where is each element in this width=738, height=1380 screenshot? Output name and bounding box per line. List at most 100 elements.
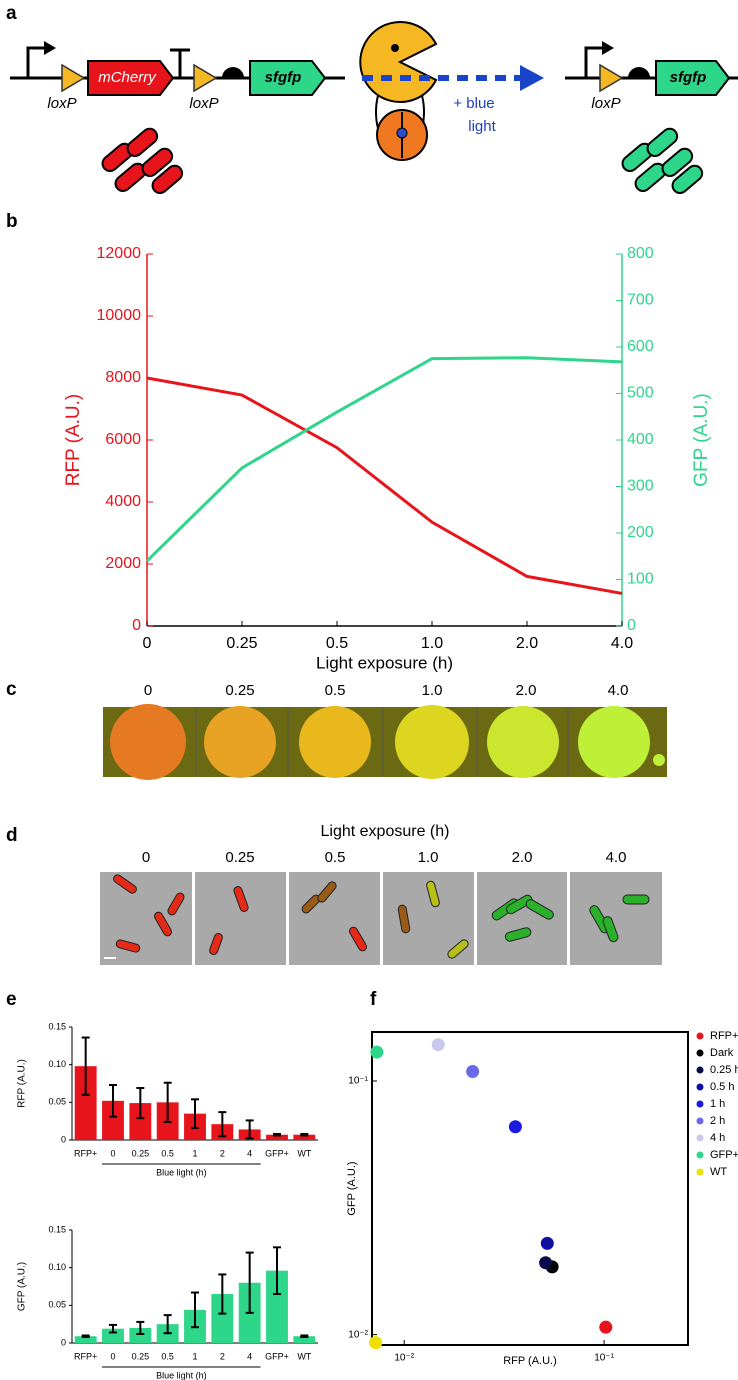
micrographs: [100, 872, 662, 965]
bar: [129, 1327, 152, 1343]
x-tick-label: GFP+: [265, 1351, 289, 1361]
legend-label: 1 h: [710, 1098, 725, 1110]
legend-label: Dark: [710, 1047, 734, 1059]
micrograph-label: 0.5: [325, 849, 346, 866]
x-axis-label: Light exposure (h): [316, 653, 453, 672]
x-tick-label: 0.25: [226, 635, 257, 652]
construct-left: mCherry sfgfp loxP loxP: [10, 41, 345, 194]
y-tick-label: 4000: [105, 493, 141, 510]
construct-right: sfgfp loxP: [565, 41, 738, 194]
y-tick-label: 0: [132, 617, 141, 634]
x-tick-label: 2: [220, 1148, 225, 1158]
y-tick-label: 10000: [97, 307, 142, 324]
bar: [102, 1328, 124, 1343]
bar: [211, 1294, 234, 1343]
point: [369, 1336, 383, 1350]
error-bar: [273, 1246, 281, 1296]
point: [370, 1045, 384, 1059]
x-tick-label: 0.5: [326, 635, 348, 652]
y-axis-label: GFP (A.U.): [17, 1262, 28, 1311]
x-axis-label: RFP (A.U.): [503, 1355, 557, 1367]
legend-label: 0.25 h: [710, 1064, 738, 1076]
site-label: loxP: [189, 95, 218, 112]
y2-tick-label: 0: [627, 617, 636, 634]
micrograph-label: 0: [142, 849, 150, 866]
legend-swatch: [696, 1117, 704, 1125]
bar: [266, 1270, 288, 1343]
y2-axis-label: GFP (A.U.): [691, 393, 712, 487]
line: [145, 356, 623, 562]
legend-label: 4 h: [710, 1132, 725, 1144]
micrograph-label: 4.0: [606, 849, 627, 866]
y-axis-label: RFP (A.U.): [17, 1059, 28, 1108]
x-tick-label: 1.0: [421, 635, 443, 652]
colony-label: 4.0: [608, 682, 629, 699]
y2-tick-label: 200: [627, 524, 654, 541]
bar: [129, 1103, 152, 1140]
bar: [102, 1100, 124, 1140]
error-bar: [191, 1098, 199, 1129]
error-bar: [245, 1119, 254, 1140]
micrograph-label: 2.0: [512, 849, 533, 866]
y-tick-label: 0.10: [48, 1059, 66, 1069]
panel-label: c: [6, 679, 17, 700]
error-bar: [163, 1081, 172, 1123]
x-tick-label: 0.5: [161, 1351, 174, 1361]
legend-swatch: [696, 1083, 704, 1091]
x-tick-label: 0: [143, 635, 152, 652]
x-tick-label: GFP+: [265, 1148, 289, 1158]
legend-swatch: [696, 1151, 704, 1159]
x-tick-label: 4: [247, 1148, 252, 1158]
y2-tick-label: 500: [627, 385, 654, 402]
x-tick-label: RFP+: [74, 1351, 97, 1361]
colony-label: 0: [144, 682, 152, 699]
y-tick-label: 0.15: [48, 1224, 66, 1234]
colony-label: 0.25: [225, 682, 254, 699]
y-axis-label: GFP (A.U.): [346, 1161, 358, 1215]
micrograph-label: 0.25: [225, 849, 254, 866]
micrograph-label: 1.0: [418, 849, 439, 866]
error-bar: [300, 1334, 309, 1338]
panel-label: d: [6, 825, 18, 846]
x-tick-label: WT: [297, 1351, 311, 1361]
error-bar: [136, 1087, 145, 1120]
point: [539, 1256, 553, 1270]
y2-tick-label: 300: [627, 478, 654, 495]
error-bar: [81, 1036, 90, 1096]
arrow-label: + blue: [453, 95, 494, 112]
point: [431, 1038, 445, 1052]
part-label: mCherry: [98, 69, 157, 86]
error-bar: [163, 1314, 172, 1335]
x-tick-label: 1: [192, 1351, 197, 1361]
y-tick-label: 0.15: [48, 1021, 66, 1031]
x-tick-label: 2.0: [516, 635, 538, 652]
arrow-label: light: [468, 118, 496, 135]
colony-image: [103, 704, 667, 780]
y-tick-label: 0.10: [48, 1262, 66, 1272]
y-tick-label: 0.05: [48, 1097, 66, 1107]
point: [599, 1320, 613, 1334]
y-tick-label: 12000: [97, 245, 142, 262]
x-tick-label: 10⁻²: [394, 1353, 414, 1364]
x-tick-label: 2: [220, 1351, 225, 1361]
y2-tick-label: 700: [627, 292, 654, 309]
legend-label: RFP+: [710, 1030, 738, 1042]
y-tick-label: 10⁻²: [348, 1329, 368, 1340]
part-label: sfgfp: [670, 69, 707, 86]
y2-tick-label: 800: [627, 245, 654, 262]
legend-swatch: [696, 1168, 704, 1176]
error-bar: [300, 1132, 309, 1137]
x-tick-label: RFP+: [74, 1148, 97, 1158]
recombinase: + blue light: [359, 21, 544, 161]
x-tick-label: 10⁻¹: [594, 1353, 614, 1364]
site-label: loxP: [47, 95, 76, 112]
y2-tick-label: 100: [627, 571, 654, 588]
x-tick-label: 0: [110, 1148, 115, 1158]
x-tick-label: 4: [247, 1351, 252, 1361]
y-tick-label: 6000: [105, 431, 141, 448]
legend-label: 0.5 h: [710, 1081, 734, 1093]
point: [466, 1064, 480, 1078]
part-label: sfgfp: [265, 69, 302, 86]
point: [540, 1236, 554, 1250]
